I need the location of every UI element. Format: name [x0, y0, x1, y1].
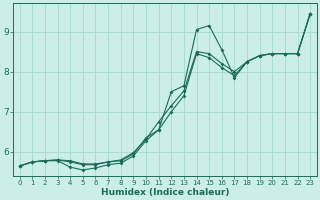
X-axis label: Humidex (Indice chaleur): Humidex (Indice chaleur) — [101, 188, 229, 197]
